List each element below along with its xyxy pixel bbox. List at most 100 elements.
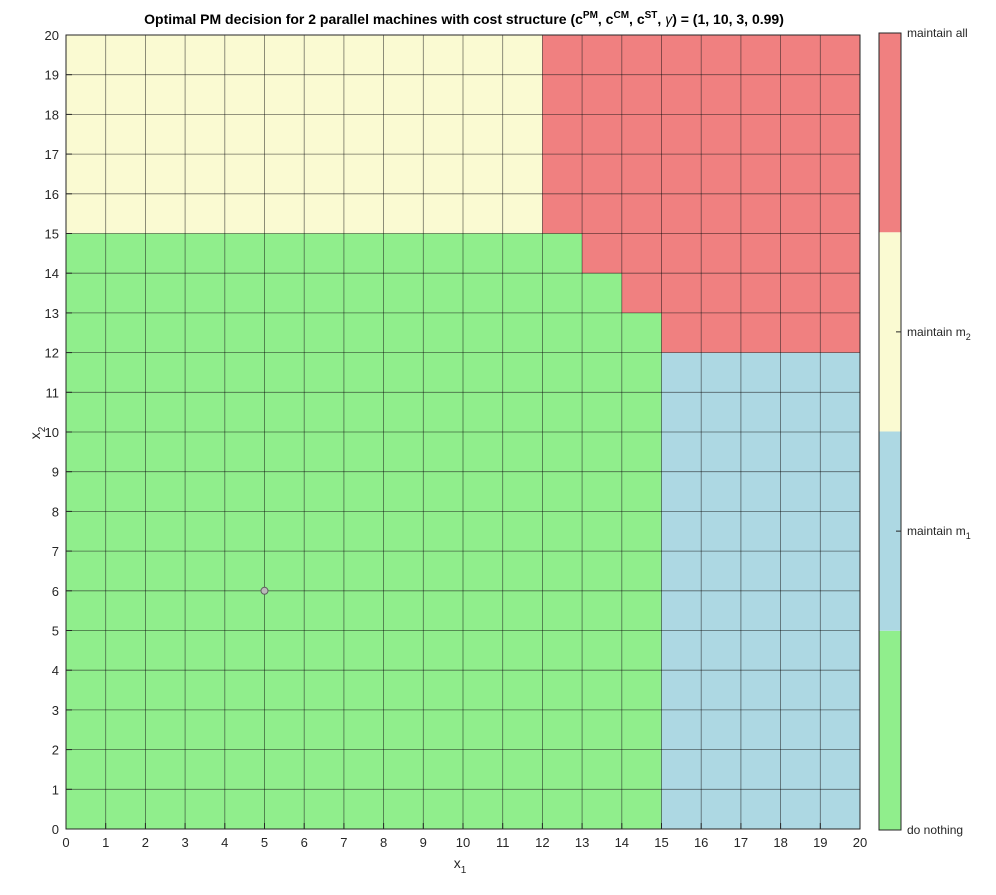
heatmap-cell bbox=[780, 233, 821, 274]
heatmap-cell bbox=[701, 35, 741, 75]
heatmap-cell bbox=[463, 114, 503, 155]
x-tick-label: 1 bbox=[102, 835, 109, 850]
heatmap-cell bbox=[740, 471, 781, 512]
heatmap-cell bbox=[542, 392, 583, 432]
heatmap-cell bbox=[502, 114, 543, 155]
heatmap-cell bbox=[661, 630, 702, 671]
heatmap-cell bbox=[463, 551, 503, 591]
y-tick-label: 10 bbox=[45, 425, 59, 440]
y-tick-label: 6 bbox=[52, 584, 59, 599]
y-tick-label: 12 bbox=[45, 346, 59, 361]
heatmap-cell bbox=[621, 590, 662, 631]
heatmap-cell bbox=[145, 511, 186, 552]
heatmap-cell bbox=[701, 789, 741, 829]
heatmap-cell bbox=[224, 312, 265, 353]
heatmap-cell bbox=[740, 312, 781, 353]
heatmap-cell bbox=[621, 35, 662, 75]
heatmap-cell bbox=[740, 749, 781, 790]
heatmap-cell bbox=[423, 511, 463, 552]
heatmap-cell bbox=[542, 432, 583, 472]
heatmap-cell bbox=[423, 154, 463, 194]
x-tick-label: 9 bbox=[420, 835, 427, 850]
heatmap-cell bbox=[145, 273, 186, 313]
heatmap-cell bbox=[423, 432, 463, 472]
heatmap-cell bbox=[185, 193, 225, 234]
heatmap-cell bbox=[105, 35, 146, 75]
heatmap-cell bbox=[264, 114, 305, 155]
y-tick-label: 0 bbox=[52, 822, 59, 837]
colorbar-frame bbox=[878, 32, 902, 831]
heatmap-cell bbox=[145, 749, 186, 790]
heatmap-cell bbox=[661, 551, 702, 591]
heatmap-cell bbox=[343, 709, 384, 750]
heatmap-cell bbox=[701, 709, 741, 750]
heatmap-cell bbox=[343, 432, 384, 472]
heatmap-cell bbox=[105, 709, 146, 750]
x-tick-label: 6 bbox=[301, 835, 308, 850]
heatmap-cell bbox=[224, 114, 265, 155]
heatmap-cell bbox=[621, 709, 662, 750]
heatmap-cell bbox=[780, 670, 821, 710]
heatmap-cell bbox=[66, 709, 106, 750]
heatmap-cell bbox=[820, 74, 860, 115]
y-tick-label: 3 bbox=[52, 703, 59, 718]
heatmap-cell bbox=[661, 432, 702, 472]
heatmap-cell bbox=[66, 193, 106, 234]
heatmap-cell bbox=[304, 471, 344, 512]
heatmap-cell bbox=[740, 392, 781, 432]
colorbar-segment bbox=[879, 33, 901, 233]
heatmap-cell bbox=[383, 392, 424, 432]
heatmap-cell bbox=[661, 590, 702, 631]
x-tick-label: 20 bbox=[853, 835, 867, 850]
heatmap-cell bbox=[780, 74, 821, 115]
heatmap-cell bbox=[582, 352, 622, 393]
heatmap-cell bbox=[185, 74, 225, 115]
heatmap-cell bbox=[701, 193, 741, 234]
heatmap-cell bbox=[701, 392, 741, 432]
heatmap-cell bbox=[264, 273, 305, 313]
heatmap-cell bbox=[780, 273, 821, 313]
heatmap-cell bbox=[383, 233, 424, 274]
heatmap-cell bbox=[740, 709, 781, 750]
heatmap-cell bbox=[820, 551, 860, 591]
heatmap-cell bbox=[502, 789, 543, 829]
data-point bbox=[260, 586, 269, 595]
heatmap-cell bbox=[740, 590, 781, 631]
y-tick-label: 8 bbox=[52, 504, 59, 519]
heatmap-cell bbox=[66, 352, 106, 393]
heatmap-cell bbox=[542, 749, 583, 790]
heatmap-cell bbox=[542, 35, 583, 75]
heatmap-cell bbox=[661, 352, 702, 393]
title-text: Optimal PM decision for 2 parallel machi… bbox=[144, 11, 583, 27]
heatmap-cell bbox=[224, 471, 265, 512]
colorbar-label: maintain m2 bbox=[907, 325, 971, 342]
colorbar-segment bbox=[879, 630, 901, 830]
heatmap-cell bbox=[542, 154, 583, 194]
heatmap-cell bbox=[383, 35, 424, 75]
heatmap-cell bbox=[463, 590, 503, 631]
heatmap-cell bbox=[621, 233, 662, 274]
heatmap-cell bbox=[66, 630, 106, 671]
x-tick-label: 19 bbox=[813, 835, 827, 850]
title-gamma: γ bbox=[665, 11, 673, 27]
heatmap-cell bbox=[502, 511, 543, 552]
heatmap-cell bbox=[383, 154, 424, 194]
heatmap-cell bbox=[502, 273, 543, 313]
heatmap-cell bbox=[582, 74, 622, 115]
heatmap-cell bbox=[621, 670, 662, 710]
y-axis-label-sub: 2 bbox=[37, 426, 48, 432]
heatmap-cell bbox=[343, 312, 384, 353]
heatmap-cell bbox=[423, 114, 463, 155]
heatmap-cell bbox=[582, 789, 622, 829]
heatmap-cell bbox=[542, 709, 583, 750]
heatmap-cell bbox=[820, 273, 860, 313]
title-sup-pm: PM bbox=[583, 10, 598, 21]
heatmap-cell bbox=[145, 471, 186, 512]
heatmap-cell bbox=[621, 471, 662, 512]
heatmap-cell bbox=[621, 352, 662, 393]
heatmap-cell bbox=[701, 670, 741, 710]
heatmap-cell bbox=[66, 749, 106, 790]
heatmap-cell bbox=[304, 432, 344, 472]
heatmap-cell bbox=[780, 352, 821, 393]
heatmap-cell bbox=[105, 233, 146, 274]
